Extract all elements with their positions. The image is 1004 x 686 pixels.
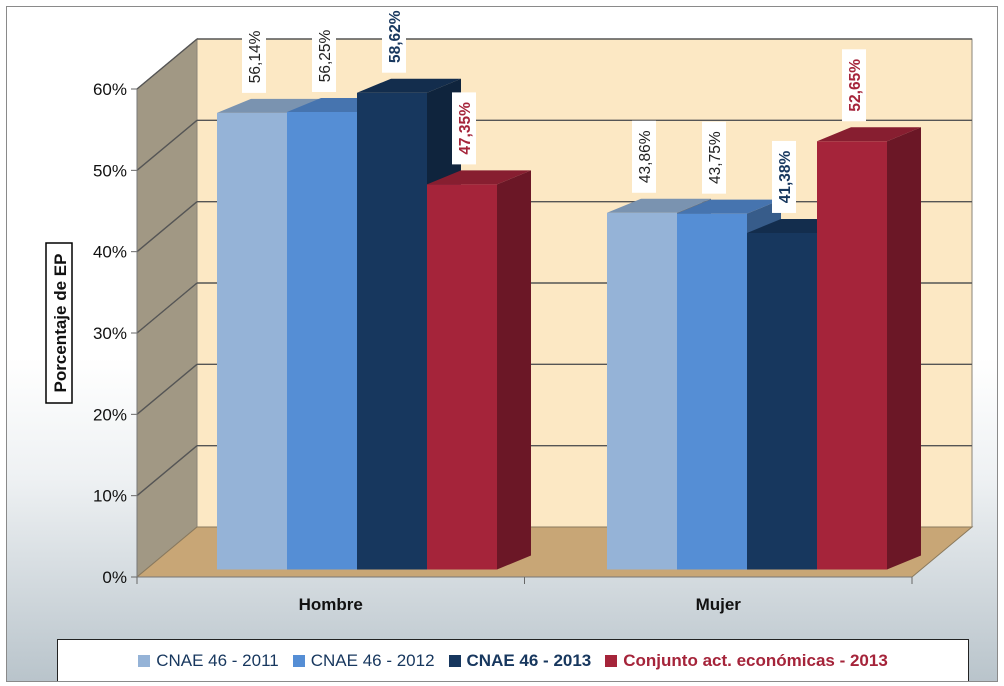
gridline-side bbox=[136, 282, 198, 334]
legend-label: CNAE 46 - 2012 bbox=[310, 651, 435, 670]
y-tick-label: 30% bbox=[93, 324, 127, 343]
gridline-side bbox=[136, 201, 198, 253]
data-label-group: 58,62% bbox=[382, 7, 407, 73]
legend-label: CNAE 46 - 2013 bbox=[466, 651, 592, 670]
legend-label: Conjunto act. económicas - 2013 bbox=[623, 651, 888, 670]
data-label-box bbox=[241, 20, 266, 93]
data-label-box bbox=[632, 120, 656, 193]
data-label-box bbox=[842, 49, 866, 122]
bar-chart: 56,14% 56,25% 58,62% 47,35% 43,86% 43,75% 41,3… bbox=[45, 7, 974, 614]
legend-swatch bbox=[605, 655, 618, 667]
legend: CNAE 46 - 2011 CNAE 46 - 2012 CNAE 46 - 20… bbox=[57, 639, 969, 681]
bar-side bbox=[497, 170, 531, 570]
gridline-side bbox=[136, 119, 198, 171]
data-label-group: 47,35% bbox=[452, 92, 476, 165]
bar bbox=[287, 112, 357, 570]
y-axis-title: Porcentaje de EP bbox=[51, 254, 70, 393]
data-label: 56,25% bbox=[317, 30, 334, 83]
legend-entry: CNAE 46 - 2013 bbox=[448, 651, 592, 671]
legend-swatch bbox=[292, 655, 305, 667]
bar bbox=[607, 212, 677, 570]
bar bbox=[217, 112, 287, 570]
data-label-box bbox=[772, 140, 796, 213]
data-label-group: 56,14% bbox=[241, 20, 266, 93]
data-label: 43,86% bbox=[637, 130, 654, 183]
data-label-box bbox=[702, 121, 726, 194]
data-label-group: 43,86% bbox=[632, 120, 656, 193]
bar bbox=[677, 213, 747, 570]
y-axis-title-box bbox=[45, 242, 73, 404]
bar-top bbox=[357, 78, 461, 93]
legend-swatch bbox=[448, 655, 461, 667]
data-label: 56,14% bbox=[247, 30, 264, 83]
data-label-group: 52,65% bbox=[842, 49, 866, 122]
bar-side bbox=[887, 127, 921, 570]
y-tick-label: 50% bbox=[93, 161, 127, 180]
data-label: 41,38% bbox=[777, 150, 794, 203]
data-label: 43,75% bbox=[707, 131, 724, 184]
legend-entry: Conjunto act. económicas - 2013 bbox=[605, 651, 888, 671]
y-tick-label: 20% bbox=[93, 405, 127, 424]
y-tick-label: 0% bbox=[102, 568, 127, 587]
data-label: 52,65% bbox=[847, 59, 864, 112]
gridline-side bbox=[136, 445, 198, 497]
gridline-side bbox=[136, 363, 198, 415]
data-label-box bbox=[312, 20, 336, 92]
bar-top bbox=[607, 198, 711, 213]
bar bbox=[427, 184, 497, 570]
x-category-label: Mujer bbox=[696, 595, 742, 614]
y-axis-title-group: Porcentaje de EP bbox=[45, 242, 73, 404]
chart-frame: 56,14% 56,25% 58,62% 47,35% 43,86% 43,75% 41,3… bbox=[6, 6, 998, 682]
legend-entry: CNAE 46 - 2012 bbox=[292, 651, 435, 671]
data-label-group: 43,75% bbox=[702, 121, 726, 194]
gridline-side bbox=[136, 38, 198, 90]
data-label: 47,35% bbox=[457, 102, 474, 155]
legend-label: CNAE 46 - 2011 bbox=[156, 651, 279, 670]
bar bbox=[747, 232, 817, 570]
data-label-box bbox=[382, 7, 407, 73]
bar bbox=[817, 141, 887, 570]
y-tick-label: 10% bbox=[93, 487, 127, 506]
y-tick-label: 40% bbox=[93, 243, 127, 262]
bar-top bbox=[677, 199, 781, 214]
legend-entry: CNAE 46 - 2011 bbox=[138, 651, 279, 671]
data-label-box bbox=[452, 92, 476, 165]
data-label: 58,62% bbox=[387, 10, 404, 63]
bar-top bbox=[817, 127, 921, 142]
data-label-group: 56,25% bbox=[312, 20, 336, 92]
bar bbox=[357, 92, 427, 570]
data-label-group: 41,38% bbox=[772, 140, 796, 213]
x-category-label: Hombre bbox=[299, 595, 363, 614]
bar-top bbox=[427, 170, 531, 185]
legend-swatch bbox=[138, 655, 151, 667]
y-tick-label: 60% bbox=[93, 80, 127, 99]
